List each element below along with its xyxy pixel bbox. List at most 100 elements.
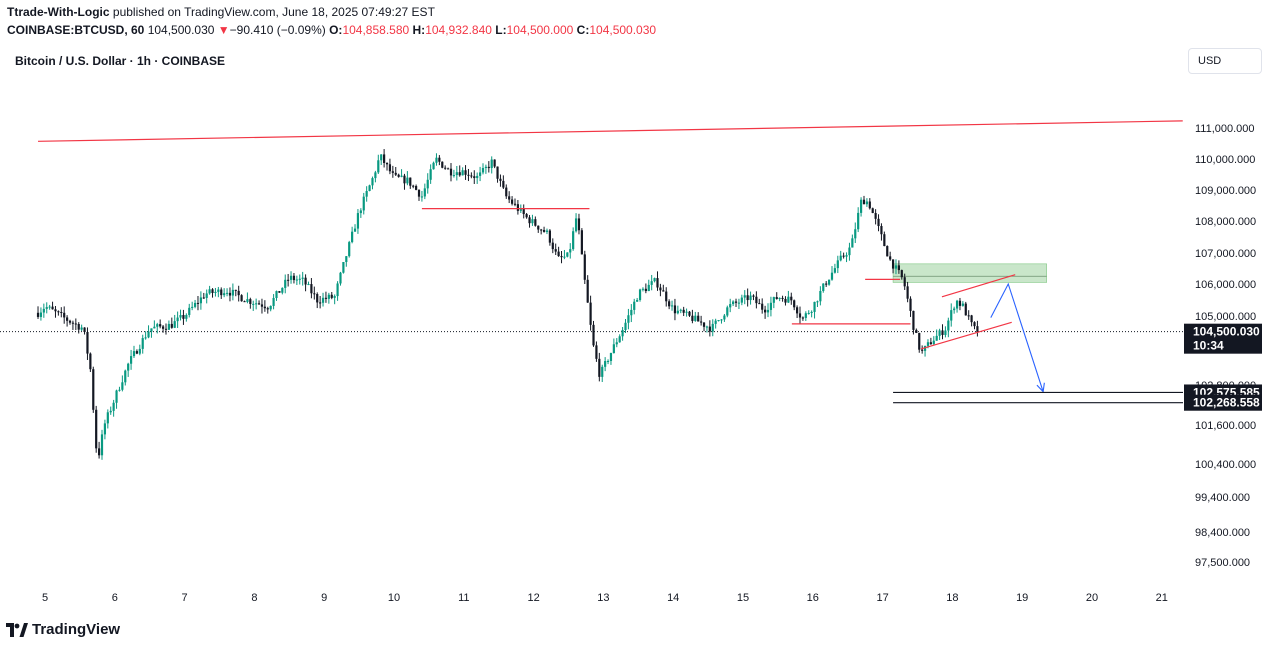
candle-body bbox=[598, 358, 601, 377]
candle-body bbox=[112, 402, 115, 411]
candle-body bbox=[711, 323, 714, 332]
time-tick-label: 18 bbox=[946, 592, 958, 604]
candle-body bbox=[958, 300, 962, 306]
time-tick-label: 5 bbox=[42, 592, 48, 604]
candle-body bbox=[260, 304, 264, 307]
candle-body bbox=[391, 171, 394, 173]
candle-body bbox=[551, 242, 554, 250]
candle-body bbox=[141, 338, 144, 349]
candle-body bbox=[147, 331, 150, 338]
channel-lower-line bbox=[920, 321, 1012, 350]
candle-body bbox=[941, 330, 944, 335]
candle-body bbox=[973, 322, 976, 327]
price-tick-label: 99,400.000 bbox=[1195, 492, 1250, 504]
candle-body bbox=[566, 252, 569, 257]
candle-body bbox=[923, 345, 927, 351]
candle-body bbox=[214, 291, 217, 293]
candle-body bbox=[266, 308, 269, 310]
candle-body bbox=[336, 283, 339, 297]
candle-body bbox=[627, 315, 630, 323]
candle-body bbox=[950, 310, 953, 321]
candle-body bbox=[467, 174, 470, 176]
candle-body bbox=[60, 312, 63, 314]
candle-body bbox=[231, 289, 234, 296]
close-value: 104,500.030 bbox=[589, 23, 657, 37]
candle-body bbox=[647, 284, 650, 292]
candle-body bbox=[473, 176, 476, 179]
candle-body bbox=[243, 301, 246, 303]
candle-body bbox=[307, 284, 310, 286]
time-tick-label: 17 bbox=[876, 592, 888, 604]
candle-body bbox=[348, 242, 351, 257]
candle-body bbox=[339, 272, 342, 284]
candle-body bbox=[955, 300, 959, 309]
change-value: −90.410 (−0.09%) bbox=[229, 23, 326, 37]
candle-body bbox=[388, 164, 392, 172]
tradingview-logo[interactable]: TradingView bbox=[6, 621, 120, 638]
candle-body bbox=[281, 287, 284, 293]
candle-body bbox=[801, 317, 805, 319]
candle-body bbox=[173, 321, 176, 328]
candle-body bbox=[633, 301, 636, 310]
symbol-label: COINBASE:BTCUSD, 60 bbox=[7, 23, 145, 37]
candle-body bbox=[595, 345, 598, 359]
candle-body bbox=[313, 293, 316, 295]
price-tick-label: 107,000.000 bbox=[1195, 248, 1256, 260]
open-value: 104,858.580 bbox=[342, 23, 410, 37]
candle-body bbox=[164, 328, 168, 330]
candle-body bbox=[487, 166, 490, 169]
price-axis: 111,000.000 110,000.000 109,000.000 108,000… bbox=[1195, 123, 1256, 569]
candle-body bbox=[825, 283, 828, 285]
candle-body bbox=[42, 308, 45, 313]
candle-body bbox=[476, 175, 479, 179]
candle-body bbox=[929, 342, 932, 345]
candle-body bbox=[188, 307, 191, 315]
candle-body bbox=[444, 167, 447, 169]
candle-body bbox=[781, 297, 784, 299]
candle-body bbox=[889, 256, 892, 260]
candle-body bbox=[519, 208, 522, 211]
currency-button[interactable]: USD bbox=[1188, 48, 1262, 74]
candle-body bbox=[263, 306, 266, 309]
candle-body bbox=[964, 303, 967, 316]
candle-body bbox=[897, 265, 900, 271]
candle-body bbox=[944, 330, 947, 335]
candle-body bbox=[461, 170, 464, 176]
candle-body bbox=[217, 289, 220, 292]
candle-body bbox=[385, 162, 389, 165]
time-tick-label: 12 bbox=[527, 592, 539, 604]
last-price-label: 10:34 bbox=[1193, 339, 1224, 353]
candle-body bbox=[732, 301, 735, 305]
candle-body bbox=[967, 315, 970, 317]
supply-zone bbox=[892, 263, 1047, 283]
candle-body bbox=[71, 322, 75, 324]
candle-body bbox=[915, 329, 918, 333]
candle-body bbox=[135, 351, 139, 354]
publisher-name[interactable]: Ttrade-With-Logic bbox=[7, 5, 110, 19]
candle-body bbox=[772, 297, 775, 303]
candle-body bbox=[909, 298, 912, 311]
candle-body bbox=[574, 218, 578, 232]
candle-body bbox=[560, 256, 563, 258]
price-tick-label: 109,000.000 bbox=[1195, 185, 1256, 197]
candle-body bbox=[400, 175, 403, 177]
candle-body bbox=[656, 278, 659, 288]
candle-body bbox=[865, 201, 868, 205]
candle-body bbox=[702, 322, 706, 327]
candle-body bbox=[737, 302, 741, 304]
candle-body bbox=[665, 291, 668, 302]
candle-body bbox=[124, 370, 127, 383]
candle-body bbox=[478, 172, 482, 176]
open-label: O: bbox=[329, 23, 343, 37]
candle-body bbox=[441, 161, 444, 168]
candle-body bbox=[423, 188, 426, 197]
candle-body bbox=[720, 319, 723, 321]
candle-body bbox=[580, 230, 583, 255]
target-level-label-2-bg bbox=[1184, 394, 1262, 411]
candle-body bbox=[237, 290, 240, 296]
candle-body bbox=[883, 234, 886, 247]
candle-body bbox=[827, 279, 831, 285]
time-tick-label: 19 bbox=[1016, 592, 1028, 604]
candle-body bbox=[330, 294, 333, 298]
